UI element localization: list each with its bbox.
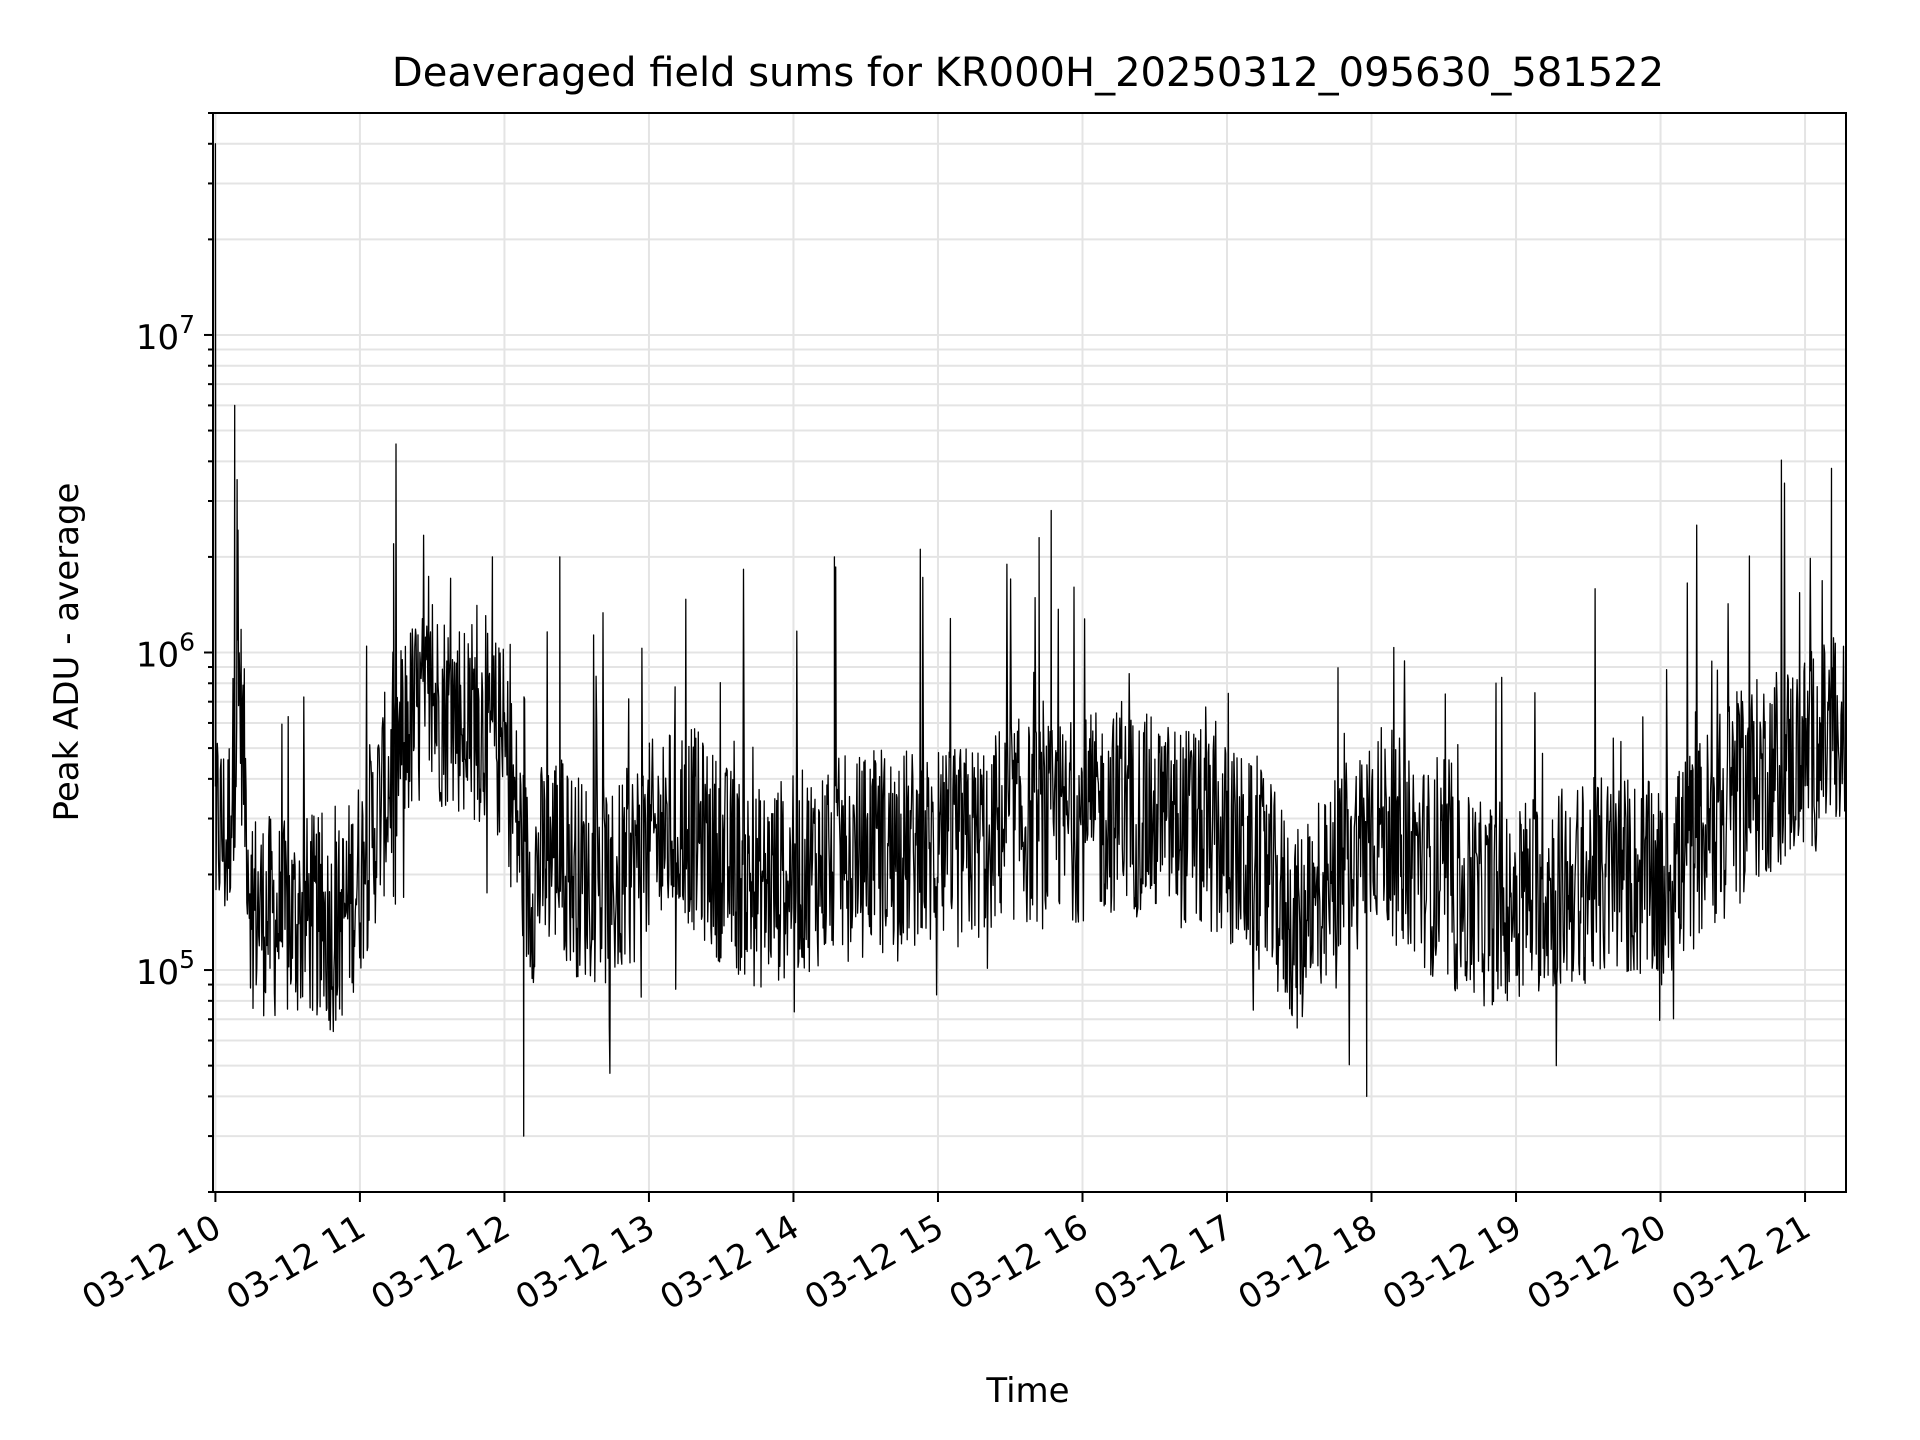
x-axis-label: Time	[985, 1371, 1069, 1411]
y-axis-label: Peak ADU - average	[47, 483, 87, 822]
plot-area	[212, 112, 1847, 1193]
y-tick-label: 106	[136, 628, 195, 676]
y-tick-label: 107	[136, 310, 195, 358]
series-line	[214, 143, 1847, 1137]
y-tick-label: 105	[136, 945, 195, 993]
series-lines	[214, 143, 1847, 1137]
chart-title: Deaveraged field sums for KR000H_2025031…	[392, 50, 1664, 96]
y-axis-ticks: 105 106 107	[136, 112, 213, 1193]
